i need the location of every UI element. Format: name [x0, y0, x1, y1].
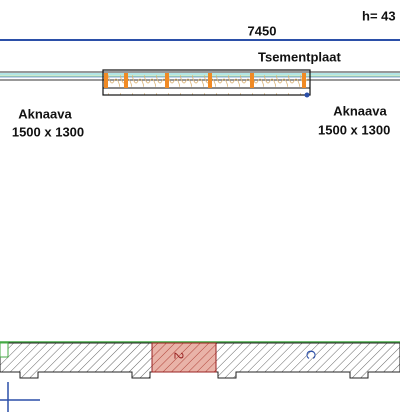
dimension-label: 7450: [248, 23, 277, 38]
cursor: [0, 382, 40, 412]
floor-plan-strip: [0, 341, 400, 379]
opening-size: 1500 x 1300: [12, 124, 84, 139]
room-mark: C: [304, 350, 319, 359]
room-mark: 2: [172, 352, 187, 359]
wall-section: [0, 69, 400, 98]
opening-size: 1500 x 1300: [318, 122, 390, 137]
height-note: h= 43: [362, 8, 396, 23]
opening-name: Aknaava: [18, 106, 72, 121]
opening-name: Aknaava: [333, 103, 387, 118]
material-label: Tsementplaat: [258, 49, 342, 64]
